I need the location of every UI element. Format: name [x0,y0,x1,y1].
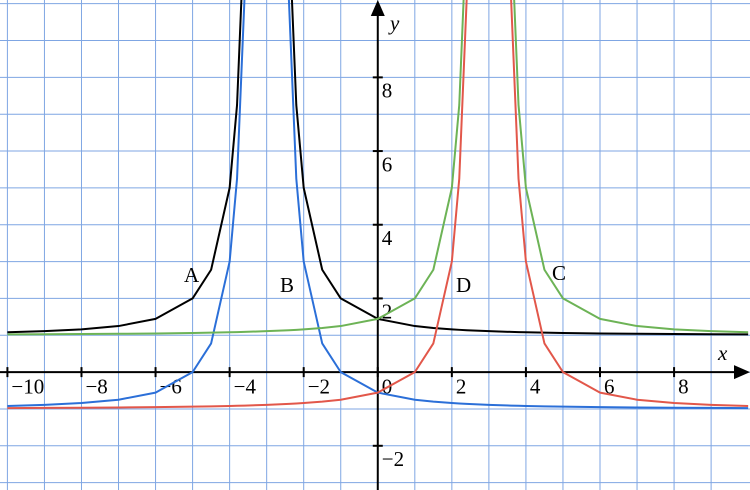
y-axis-arrow [370,0,385,16]
x-tick-label: 6 [604,374,615,398]
x-axis-arrow [734,365,750,380]
curve-label: D [456,273,471,297]
y-tick-label: 8 [382,79,393,103]
y-tick-label: 6 [382,152,393,176]
x-tick-label: 4 [530,374,541,398]
y-tick-label: 2 [382,300,393,324]
y-tick-label: −2 [382,447,404,471]
curve-label: B [280,273,294,297]
x-tick-label: −8 [85,374,107,398]
x-tick-label: 8 [678,374,689,398]
x-tick-label: −6 [160,374,182,398]
curve [7,0,749,410]
curves [7,0,749,410]
x-tick-label: −4 [234,374,257,398]
curve [7,0,749,336]
y-tick-label: 4 [382,226,393,250]
curve-label: C [552,261,566,285]
x-tick-label: 0 [382,374,393,398]
curve-label: A [184,263,200,287]
curve [7,0,749,410]
x-axis-label: x [717,341,728,365]
x-tick-label: 2 [456,374,467,398]
x-tick-label: −2 [308,374,330,398]
x-tick-label: −10 [11,374,44,398]
y-axis-label: y [388,11,400,35]
curve [7,0,749,336]
